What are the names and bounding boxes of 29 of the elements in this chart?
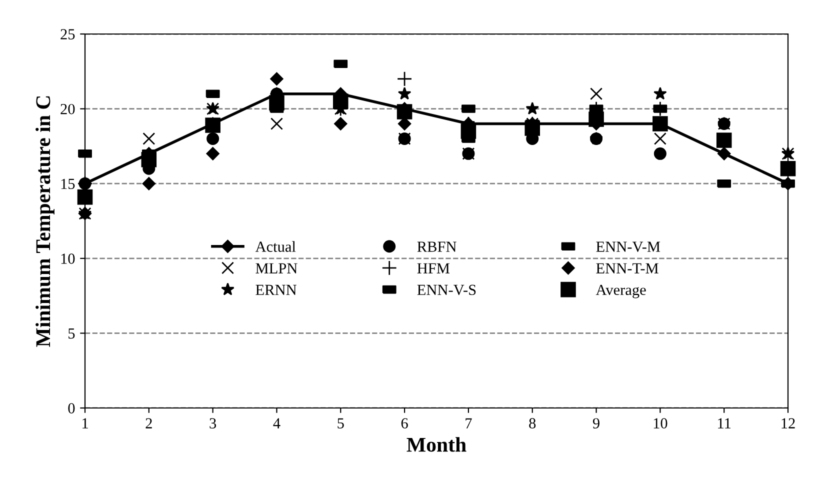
x-tick-label: 1: [82, 418, 88, 428]
x-tick-label: 12: [782, 418, 795, 428]
legend-label: Actual: [255, 241, 296, 252]
x-tick-label: 3: [210, 418, 216, 428]
x-tick-label: 11: [718, 418, 731, 428]
legend-label: RBFN: [417, 242, 456, 252]
y-tick-label: 10: [61, 254, 75, 264]
legend-label: Average: [596, 284, 646, 298]
x-tick-label: 2: [146, 418, 152, 428]
legend-label: MLPN: [256, 263, 298, 274]
x-axis-title: Month: [406, 437, 466, 452]
y-tick-label: 20: [60, 104, 75, 114]
y-tick-label: 0: [68, 403, 75, 414]
x-tick-label: 8: [529, 418, 536, 428]
x-tick-label: 6: [401, 418, 408, 428]
y-tick-label: 5: [68, 328, 75, 339]
legend-label: ENN-V-M: [596, 242, 660, 252]
x-tick-label: 9: [592, 418, 600, 428]
x-tick-label: 10: [654, 418, 668, 428]
x-tick-label: 7: [466, 418, 472, 428]
legend-label: ERNN: [256, 284, 296, 295]
x-tick-label: 5: [338, 418, 344, 428]
x-tick-label: 4: [273, 418, 280, 428]
legend-label: HFM: [417, 263, 450, 274]
legend-label: ENN-T-M: [596, 263, 658, 274]
legend-label: ENN-V-S: [417, 284, 476, 296]
y-tick-label: 15: [61, 178, 75, 190]
y-tick-label: 25: [60, 29, 75, 40]
y-axis-title: Minimum Temperature in C: [36, 96, 54, 347]
